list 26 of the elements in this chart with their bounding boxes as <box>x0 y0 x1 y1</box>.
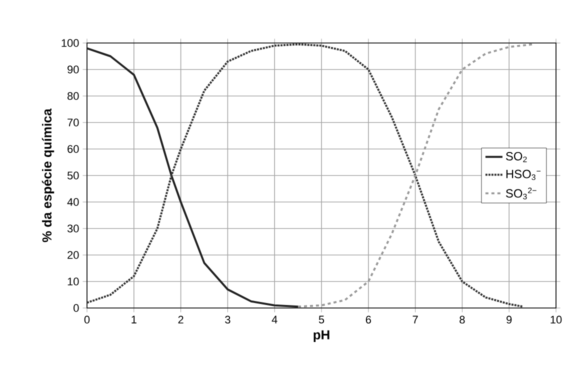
x-tick-label: 3 <box>225 316 230 324</box>
x-tick-label: 0 <box>84 316 90 324</box>
y-tick-label: 30 <box>67 224 79 232</box>
x-tick-label: 4 <box>272 316 278 324</box>
legend-label: SO$_{2}$ <box>506 152 527 162</box>
x-tick-label: 6 <box>366 316 371 324</box>
y-axis-title: % da espécie química <box>42 108 54 242</box>
x-tick-label: 9 <box>506 316 512 324</box>
y-tick-label: 60 <box>68 145 79 153</box>
y-tick-label: 20 <box>68 251 79 259</box>
y-tick-label: 0 <box>74 304 79 312</box>
x-tick-label: 2 <box>178 316 184 324</box>
y-tick-label: 40 <box>67 198 79 206</box>
y-tick-label: 100 <box>62 39 79 47</box>
x-tick-label: 5 <box>318 316 324 324</box>
y-tick-label: 10 <box>68 278 79 286</box>
x-tick-label: 7 <box>412 316 418 324</box>
y-tick-label: 80 <box>68 92 79 100</box>
y-tick-label: 90 <box>68 66 79 74</box>
x-tick-label: 1 <box>132 316 136 324</box>
line-series <box>87 47 300 308</box>
y-tick-label: 70 <box>68 118 79 126</box>
y-tick-label: 50 <box>67 172 79 180</box>
x-tick-label: 10 <box>550 316 562 324</box>
x-axis-title: pH <box>314 330 330 342</box>
x-tick-label: 8 <box>460 316 465 324</box>
